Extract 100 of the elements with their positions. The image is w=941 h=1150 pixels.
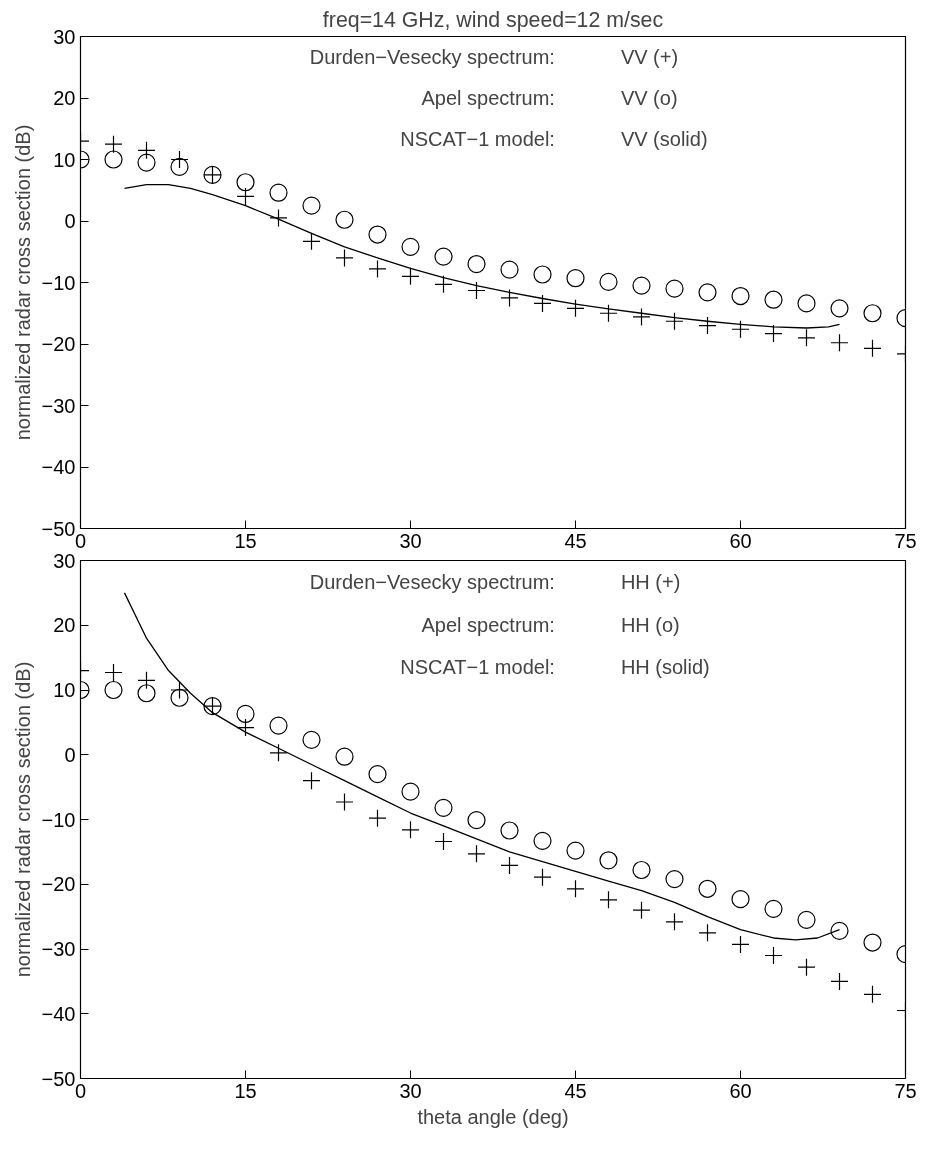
point — [170, 680, 189, 700]
y-tick-label: −50 — [41, 517, 76, 540]
y-axis-title: normalized radar cross section (dB) — [11, 124, 34, 441]
point — [401, 820, 420, 839]
point — [566, 841, 585, 860]
point — [368, 809, 387, 828]
point — [830, 333, 849, 352]
point — [236, 704, 255, 724]
point — [269, 208, 288, 228]
y-tick-label: −30 — [41, 394, 76, 417]
point — [104, 135, 123, 154]
point — [104, 680, 123, 700]
point — [731, 286, 750, 306]
y-tick-label: 0 — [64, 210, 76, 232]
point — [335, 210, 354, 229]
point — [500, 821, 519, 840]
point — [797, 910, 816, 929]
point — [302, 232, 321, 251]
y-tick-label: −40 — [41, 456, 76, 478]
x-tick-label: 75 — [894, 529, 917, 552]
point — [830, 299, 849, 318]
y-axis-title: normalized radar cross section (dB) — [11, 661, 34, 978]
point — [269, 716, 288, 735]
point — [335, 792, 354, 812]
point — [698, 879, 717, 898]
y-tick-label: 30 — [53, 549, 76, 572]
annotation: Apel spectrum: — [421, 613, 555, 636]
point — [269, 743, 288, 762]
chart-title: freq=14 GHz, wind speed=12 m/sec — [322, 7, 664, 32]
point — [797, 294, 816, 313]
point — [500, 260, 519, 279]
y-tick-label: 0 — [64, 743, 76, 766]
point — [500, 856, 519, 875]
x-tick-label: 30 — [399, 1079, 422, 1102]
y-tick-label: −10 — [41, 808, 76, 831]
point — [665, 312, 684, 331]
point — [698, 923, 717, 942]
point — [731, 890, 750, 909]
y-tick-label: −20 — [41, 873, 76, 896]
point — [698, 316, 717, 335]
x-tick-label: 30 — [399, 529, 422, 552]
point — [731, 320, 750, 339]
point — [533, 294, 552, 313]
annotation: VV (+) — [620, 46, 679, 69]
x-tick-label: 15 — [234, 529, 257, 552]
point — [467, 844, 486, 863]
point — [797, 328, 816, 347]
point — [236, 173, 255, 192]
point — [599, 890, 618, 909]
point — [368, 225, 387, 244]
y-tick-label: −50 — [41, 1067, 76, 1090]
point — [170, 688, 189, 707]
x-tick-label: 60 — [729, 1079, 752, 1102]
point — [830, 972, 849, 991]
y-tick-label: −40 — [41, 1002, 76, 1025]
point — [401, 782, 420, 801]
point — [533, 265, 552, 284]
annotation: NSCAT−1 model: — [400, 656, 555, 679]
point — [401, 237, 420, 256]
point — [830, 921, 849, 940]
x-axis-title: theta angle (deg) — [417, 1105, 569, 1128]
point — [368, 259, 387, 279]
point — [599, 851, 618, 870]
point — [863, 933, 882, 952]
point — [335, 747, 354, 766]
point — [863, 985, 882, 1004]
point — [665, 869, 684, 889]
point — [401, 267, 420, 286]
y-tick-label: −30 — [41, 938, 76, 960]
point — [599, 304, 618, 323]
point — [863, 339, 882, 358]
point — [137, 141, 156, 160]
annotation: HH (+) — [620, 570, 681, 593]
point — [236, 718, 255, 737]
point — [566, 299, 585, 318]
point — [500, 288, 519, 307]
point — [302, 771, 321, 790]
point — [764, 324, 783, 343]
point — [599, 272, 618, 291]
annotation: NSCAT−1 model: — [400, 127, 555, 150]
y-tick-label: 30 — [53, 25, 76, 48]
y-tick-label: 10 — [53, 148, 76, 171]
point — [434, 247, 453, 266]
x-tick-label: 15 — [234, 1079, 257, 1102]
point — [632, 860, 651, 880]
annotation: Apel spectrum: — [421, 86, 555, 109]
annotation: Durden−Vesecky spectrum: — [309, 46, 555, 69]
point — [302, 730, 321, 749]
point — [698, 283, 717, 302]
point — [269, 183, 288, 202]
point — [665, 279, 684, 298]
y-tick-label: −20 — [41, 333, 76, 355]
x-tick-label: 45 — [564, 529, 587, 552]
y-tick-label: 10 — [53, 679, 76, 701]
point — [566, 879, 585, 898]
point — [137, 153, 156, 172]
y-tick-label: 20 — [53, 614, 76, 637]
point — [467, 811, 486, 830]
point — [533, 868, 552, 887]
point — [302, 196, 321, 215]
